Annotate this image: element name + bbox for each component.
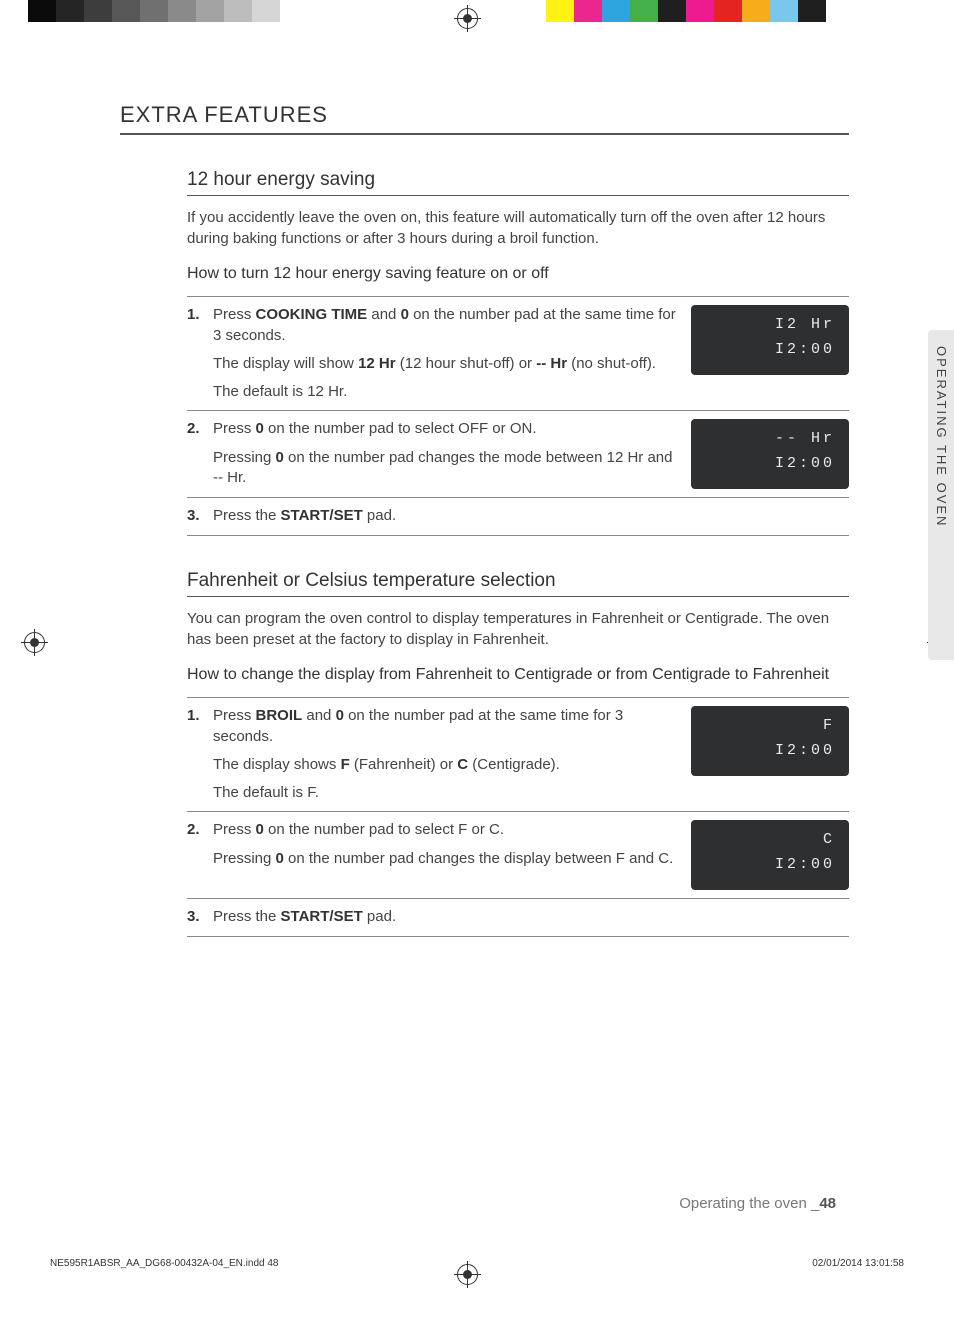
oven-display-readout: C I2:00 xyxy=(691,820,849,890)
footer-label: Operating the oven _ xyxy=(679,1195,819,1212)
step-body: Press the START/SET pad. xyxy=(213,907,849,927)
step-number: 1. xyxy=(187,706,200,726)
print-imprint: NE595R1ABSR_AA_DG68-00432A-04_EN.indd 48… xyxy=(50,1257,904,1271)
display-line: I2:00 xyxy=(691,454,835,474)
step-item: 1. Press COOKING TIME and 0 on the numbe… xyxy=(187,297,849,411)
step-text: Press 0 on the number pad to select F or… xyxy=(213,820,677,840)
page-footer: Operating the oven _48 xyxy=(679,1194,836,1214)
display-line: I2:00 xyxy=(691,741,835,761)
display-line: I2:00 xyxy=(691,855,835,875)
intro-text: You can program the oven control to disp… xyxy=(187,609,849,650)
intro-text: If you accidently leave the oven on, thi… xyxy=(187,208,849,249)
section-tab: OPERATING THE OVEN xyxy=(928,330,954,660)
oven-display-readout: F I2:00 xyxy=(691,706,849,776)
step-item: 1. Press BROIL and 0 on the number pad a… xyxy=(187,698,849,812)
step-text: Press COOKING TIME and 0 on the number p… xyxy=(213,305,677,346)
oven-display-readout: -- Hr I2:00 xyxy=(691,419,849,489)
step-body: Press 0 on the number pad to select F or… xyxy=(213,820,677,869)
step-number: 2. xyxy=(187,820,200,840)
source-filename: NE595R1ABSR_AA_DG68-00432A-04_EN.indd 48 xyxy=(50,1257,278,1271)
step-number: 3. xyxy=(187,907,200,927)
steps-list: 1. Press BROIL and 0 on the number pad a… xyxy=(187,697,849,936)
step-number: 2. xyxy=(187,419,200,439)
display-line: C xyxy=(691,830,835,850)
display-line: I2:00 xyxy=(691,340,835,360)
howto-heading: How to change the display from Fahrenhei… xyxy=(187,664,849,686)
page-title: EXTRA FEATURES xyxy=(120,100,849,135)
step-item: 2. Press 0 on the number pad to select F… xyxy=(187,812,849,899)
registration-mark-icon xyxy=(457,8,478,29)
registration-mark-icon xyxy=(24,632,45,653)
grayscale-step-wedge xyxy=(28,0,308,22)
print-timestamp: 02/01/2014 13:01:58 xyxy=(812,1257,904,1271)
display-line: F xyxy=(691,716,835,736)
oven-display-readout: I2 Hr I2:00 xyxy=(691,305,849,375)
step-text: Pressing 0 on the number pad changes the… xyxy=(213,849,677,869)
step-body: Press COOKING TIME and 0 on the number p… xyxy=(213,305,677,402)
step-number: 1. xyxy=(187,305,200,325)
page-number: 48 xyxy=(819,1195,836,1212)
display-line: I2 Hr xyxy=(691,315,835,335)
step-text: Press the START/SET pad. xyxy=(213,907,849,927)
step-item: 3. Press the START/SET pad. xyxy=(187,498,849,535)
cmyk-color-patches xyxy=(546,0,826,22)
step-text: Press BROIL and 0 on the number pad at t… xyxy=(213,706,677,747)
subsection-title: 12 hour energy saving xyxy=(187,167,849,197)
step-text: The display will show 12 Hr (12 hour shu… xyxy=(213,354,677,374)
steps-list: 1. Press COOKING TIME and 0 on the numbe… xyxy=(187,296,849,535)
step-text: The display shows F (Fahrenheit) or C (C… xyxy=(213,755,677,775)
step-text: The default is 12 Hr. xyxy=(213,382,677,402)
step-text: Press 0 on the number pad to select OFF … xyxy=(213,419,677,439)
subsection-title: Fahrenheit or Celsius temperature select… xyxy=(187,568,849,598)
step-body: Press 0 on the number pad to select OFF … xyxy=(213,419,677,488)
section-temperature-selection: Fahrenheit or Celsius temperature select… xyxy=(187,568,849,937)
step-number: 3. xyxy=(187,506,200,526)
step-body: Press the START/SET pad. xyxy=(213,506,849,526)
step-text: The default is F. xyxy=(213,783,677,803)
step-text: Pressing 0 on the number pad changes the… xyxy=(213,448,677,489)
step-body: Press BROIL and 0 on the number pad at t… xyxy=(213,706,677,803)
step-text: Press the START/SET pad. xyxy=(213,506,849,526)
step-item: 2. Press 0 on the number pad to select O… xyxy=(187,411,849,498)
display-line: -- Hr xyxy=(691,429,835,449)
section-energy-saving: 12 hour energy saving If you accidently … xyxy=(187,167,849,536)
howto-heading: How to turn 12 hour energy saving featur… xyxy=(187,263,849,285)
step-item: 3. Press the START/SET pad. xyxy=(187,899,849,936)
